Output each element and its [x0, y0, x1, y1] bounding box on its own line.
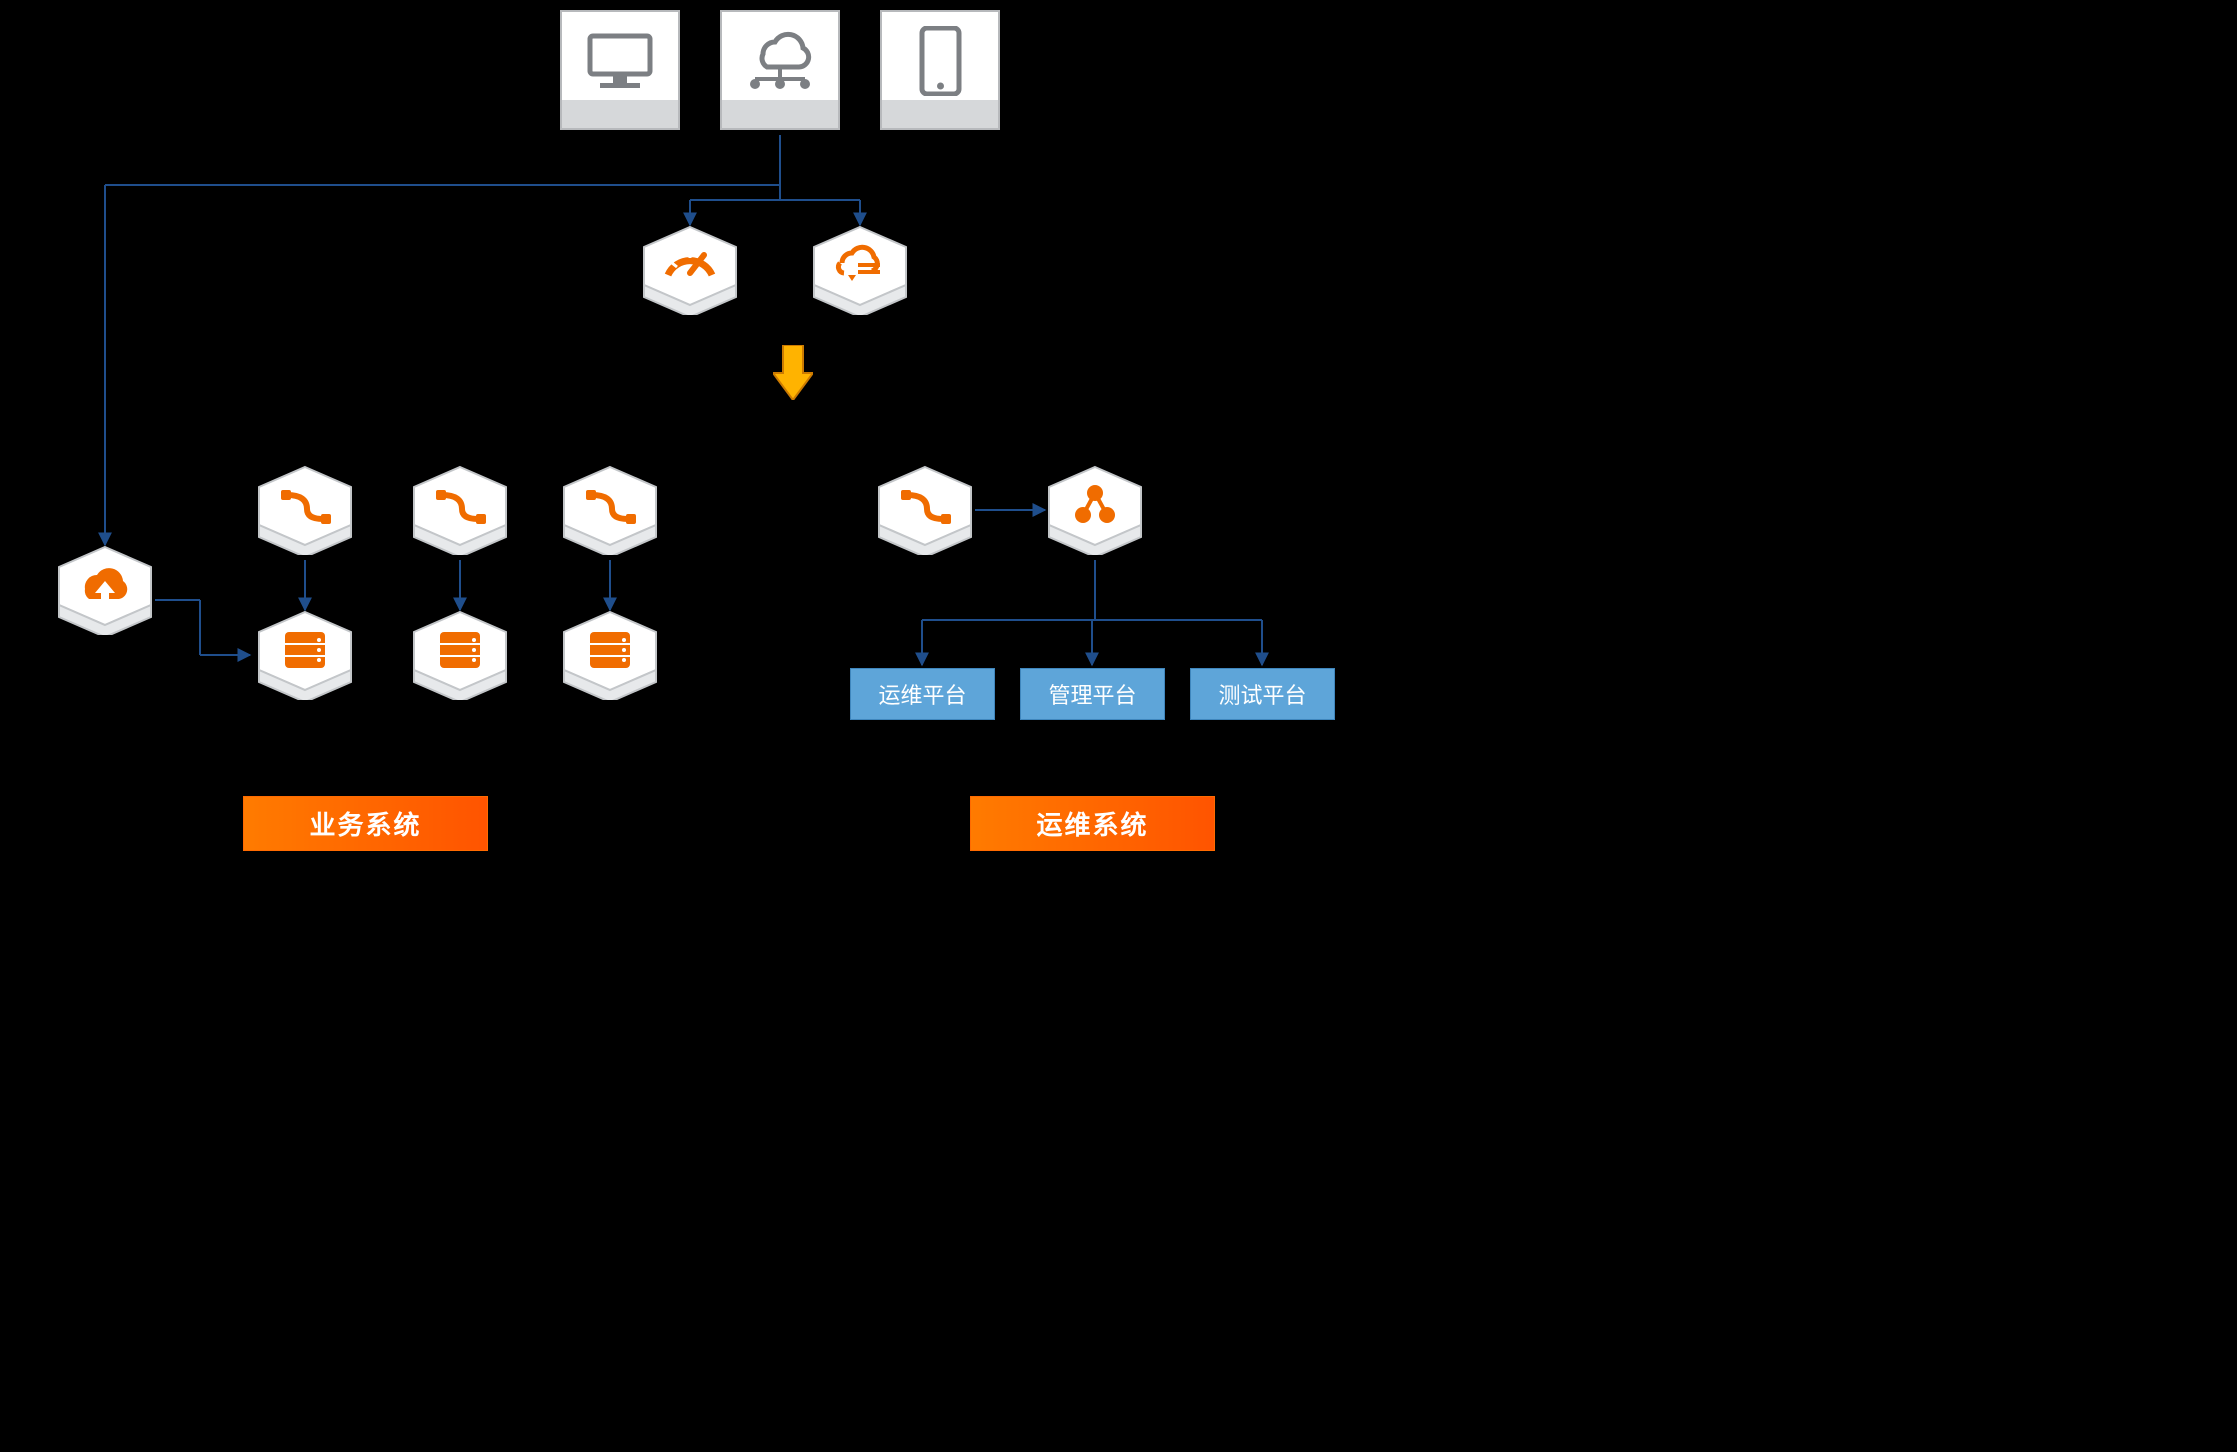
business-section-title: 业务系统 — [243, 796, 488, 851]
ops-cluster — [1045, 465, 1145, 555]
service-cloud-sync — [810, 225, 910, 315]
platform-test-label: 测试平台 — [1218, 678, 1306, 710]
ops-section-title-text: 运维系统 — [1036, 805, 1148, 842]
business-db-3 — [560, 610, 660, 700]
platform-manage: 管理平台 — [1020, 668, 1165, 720]
business-connector-2 — [410, 465, 510, 555]
ops-connector — [875, 465, 975, 555]
device-card-mobile — [880, 10, 1000, 130]
diagram-connectors — [0, 0, 1498, 972]
platform-test: 测试平台 — [1190, 668, 1335, 720]
business-section-title-text: 业务系统 — [309, 805, 421, 842]
desktop-icon — [562, 22, 678, 100]
business-db-1 — [255, 610, 355, 700]
ops-section-title: 运维系统 — [970, 796, 1215, 851]
service-gauge — [640, 225, 740, 315]
platform-manage-label: 管理平台 — [1048, 678, 1136, 710]
business-cloud-up — [55, 545, 155, 635]
device-card-cloud-net — [720, 10, 840, 130]
mobile-icon — [882, 22, 998, 100]
business-connector-1 — [255, 465, 355, 555]
device-card-desktop — [560, 10, 680, 130]
business-db-2 — [410, 610, 510, 700]
business-connector-3 — [560, 465, 660, 555]
platform-ops-label: 运维平台 — [878, 678, 966, 710]
cloud-net-icon — [722, 22, 838, 100]
platform-ops: 运维平台 — [850, 668, 995, 720]
down-arrow-icon — [773, 345, 813, 400]
